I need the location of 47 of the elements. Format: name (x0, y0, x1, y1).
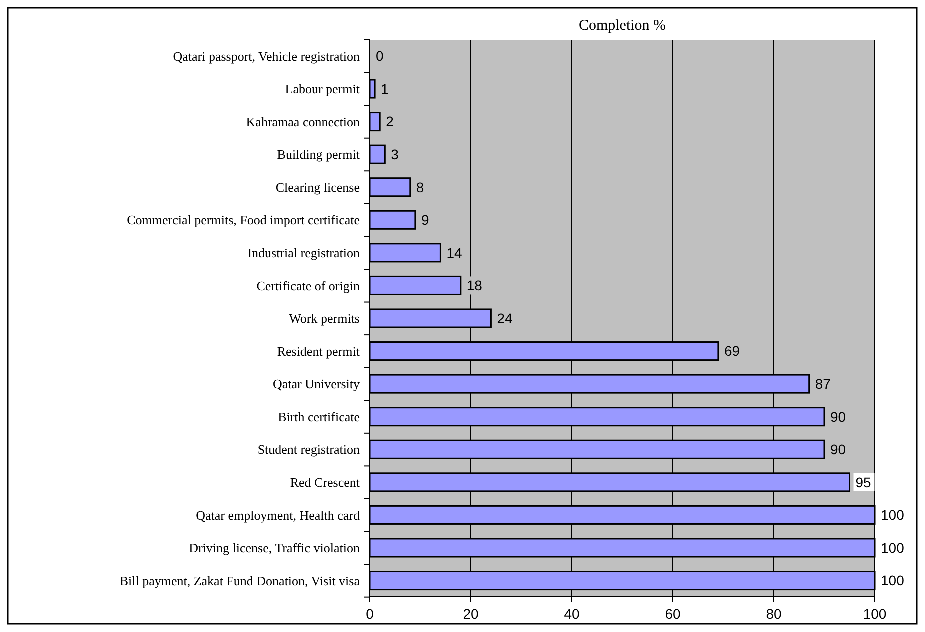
y-tick-label: Student registration (258, 442, 360, 458)
y-tick-label: Red Crescent (290, 474, 360, 490)
x-tick-label: 100 (863, 606, 887, 622)
bar (369, 210, 416, 230)
bar (369, 243, 442, 263)
y-tick-label: Resident permit (277, 344, 360, 359)
data-label: 8 (416, 179, 424, 196)
chart-title: Completion % (578, 18, 666, 34)
x-tick-label: 80 (766, 606, 782, 622)
y-tick-label: Bill payment, Zakat Fund Donation, Visit visa (120, 573, 360, 588)
data-label: 24 (497, 310, 513, 326)
data-label: 3 (391, 146, 400, 162)
y-tick-label: Qatari passport, Vehicle registration (173, 48, 360, 64)
data-label: 100 (881, 572, 905, 589)
bar (369, 178, 412, 198)
y-tick-label: Labour permit (285, 82, 360, 97)
x-tick-label: 60 (665, 606, 681, 622)
y-tick-label: Building permit (277, 147, 360, 162)
y-tick-label: Qatar employment, Health card (196, 508, 360, 523)
data-label: 1 (381, 80, 390, 97)
bar (369, 112, 381, 132)
y-tick-label: Work permits (289, 311, 360, 326)
y-tick-label: Industrial registration (248, 245, 360, 260)
data-label: 90 (830, 442, 846, 458)
data-label: 90 (830, 408, 846, 425)
y-tick-label: Certificate of origin (256, 278, 360, 294)
data-label: 100 (881, 540, 905, 556)
y-tick-label: Kahramaa connection (246, 114, 360, 130)
bar (369, 144, 386, 164)
data-label: 9 (421, 212, 430, 228)
data-label: 0 (376, 48, 384, 64)
data-label: 2 (386, 114, 394, 130)
data-label: 95 (856, 474, 872, 490)
y-tick-label: Clearing license (276, 180, 360, 195)
x-tick-label: 40 (564, 606, 580, 622)
y-tick-label: Commercial permits, Food import certificate (127, 212, 360, 228)
data-label: 87 (815, 376, 832, 392)
data-label: 69 (724, 343, 740, 360)
x-tick-label: 0 (366, 606, 374, 622)
data-label: 100 (881, 507, 905, 524)
y-tick-label: Driving license, Traffic violation (189, 540, 360, 556)
bar (369, 276, 462, 296)
y-tick-label: Birth certificate (278, 409, 360, 424)
data-label: 18 (466, 278, 483, 294)
y-tick-label: Qatar University (272, 376, 360, 392)
data-label: 14 (446, 244, 462, 261)
x-tick-label: 20 (463, 606, 479, 622)
